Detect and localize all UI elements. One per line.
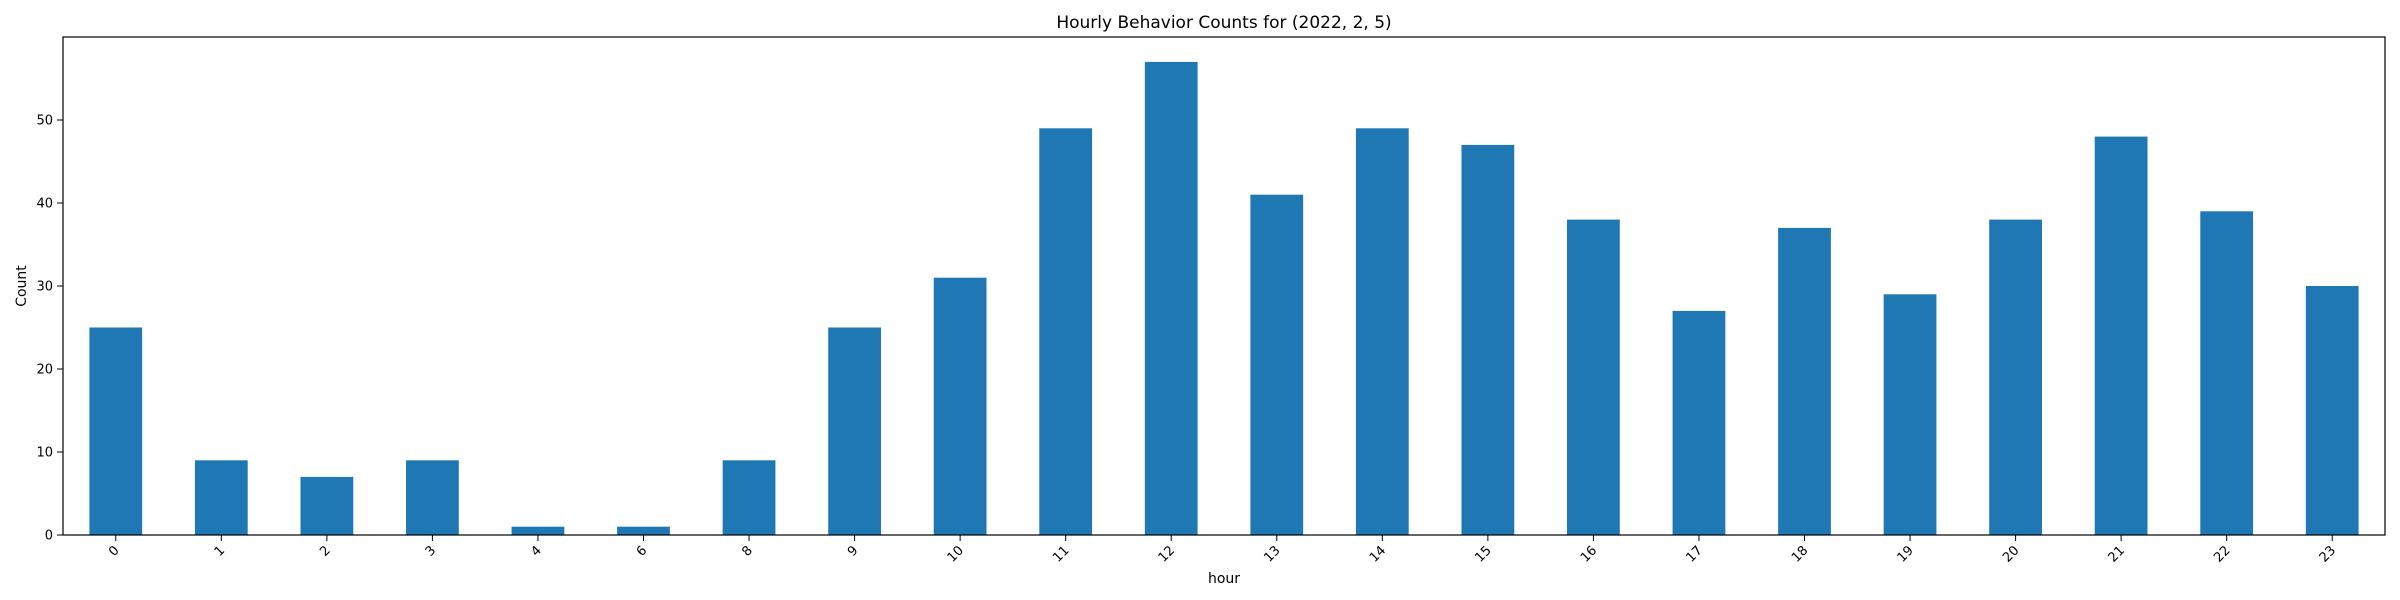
x-axis-label: hour — [1208, 571, 1240, 587]
y-tick-label: 10 — [36, 446, 53, 461]
bar-hour-10 — [933, 277, 987, 535]
plot-frame — [62, 36, 2386, 536]
bars-group — [89, 61, 2359, 536]
x-tick-label: 2 — [317, 543, 333, 559]
x-tick-label: 12 — [1156, 543, 1178, 565]
bar-hour-23 — [2305, 286, 2359, 535]
bar-hour-8 — [722, 460, 776, 535]
x-tick-label: 6 — [634, 543, 650, 559]
bar-hour-9 — [828, 327, 881, 535]
bar-hour-16 — [1567, 219, 1620, 535]
bar-hour-19 — [1883, 294, 1937, 535]
bar-hour-4 — [511, 526, 565, 535]
bar-hour-3 — [406, 460, 459, 535]
x-tick-label: 21 — [2106, 543, 2128, 565]
bar-hour-14 — [1355, 128, 1409, 536]
chart-title: Hourly Behavior Counts for (2022, 2, 5) — [1056, 13, 1391, 33]
y-tick-label: 50 — [36, 114, 53, 129]
x-tick-label: 19 — [1895, 543, 1917, 565]
bar-hour-11 — [1039, 128, 1093, 536]
y-tick-label: 30 — [36, 280, 53, 295]
x-tick-label: 9 — [845, 543, 861, 559]
y-tick-label: 0 — [45, 529, 53, 544]
x-tick-label: 0 — [106, 543, 122, 559]
x-tick-label: 10 — [945, 543, 967, 565]
x-tick-label: 14 — [1367, 543, 1389, 565]
x-tick-label: 13 — [1261, 543, 1283, 565]
bar-hour-17 — [1672, 310, 1726, 535]
y-axis-label: Count — [14, 265, 30, 307]
bar-hour-21 — [2094, 136, 2148, 535]
bar-hour-18 — [1778, 227, 1831, 535]
x-tick-label: 22 — [2211, 543, 2233, 565]
bar-hour-1 — [194, 460, 248, 535]
x-tick-label: 15 — [1472, 543, 1494, 565]
bar-hour-20 — [1989, 219, 2042, 535]
bar-hour-0 — [89, 327, 143, 535]
y-axis: 0 10 20 30 40 50 — [36, 114, 63, 544]
x-axis: 0 1 2 3 4 6 8 9 10 11 12 13 14 15 16 17 18 19 20 21 22 23 — [106, 535, 2339, 566]
x-tick-label: 11 — [1050, 543, 1072, 565]
bar-hour-15 — [1461, 144, 1515, 535]
bar-hour-12 — [1144, 61, 1198, 536]
x-tick-label: 17 — [1683, 543, 1705, 565]
x-tick-label: 8 — [739, 543, 755, 559]
x-tick-label: 16 — [1578, 543, 1600, 565]
x-tick-label: 20 — [2000, 543, 2022, 565]
x-tick-label: 18 — [1789, 543, 1811, 565]
bar-hour-6 — [617, 526, 670, 535]
y-tick-label: 40 — [36, 197, 53, 212]
x-tick-label: 1 — [212, 543, 228, 559]
x-tick-label: 3 — [423, 543, 439, 559]
x-tick-label: 4 — [528, 543, 544, 559]
bar-hour-13 — [1250, 194, 1304, 535]
bar-hour-22 — [2200, 211, 2254, 536]
x-tick-label: 23 — [2317, 543, 2339, 565]
bar-hour-2 — [300, 476, 354, 535]
y-tick-label: 20 — [36, 363, 53, 378]
